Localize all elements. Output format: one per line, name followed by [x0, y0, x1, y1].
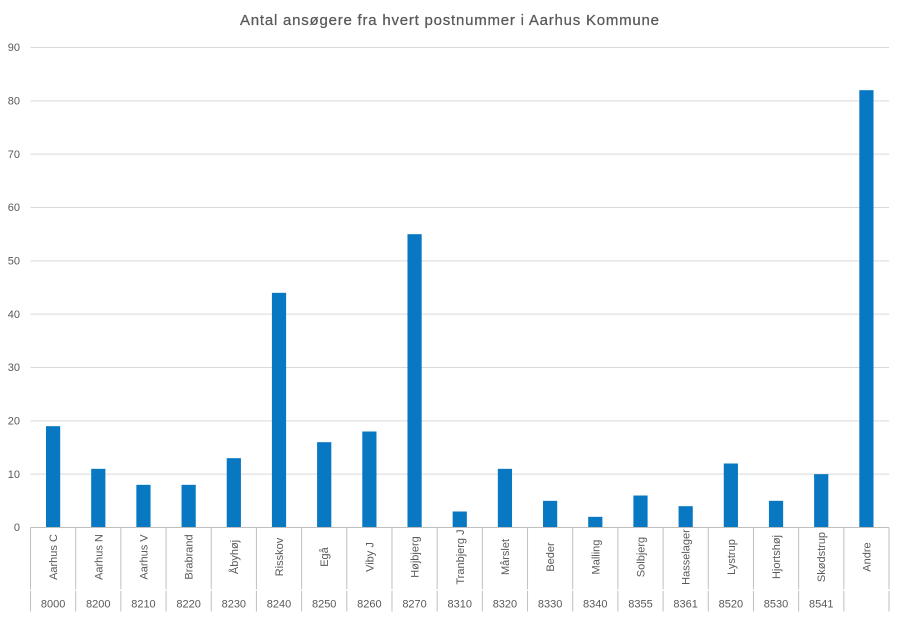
svg-text:Solbjerg: Solbjerg: [635, 537, 647, 577]
svg-text:20: 20: [8, 416, 20, 428]
svg-text:Tranbjerg J: Tranbjerg J: [455, 529, 467, 584]
svg-text:80: 80: [8, 96, 20, 108]
svg-text:8520: 8520: [719, 599, 743, 611]
svg-text:Hasselager: Hasselager: [681, 529, 693, 585]
svg-text:Hjortshøj: Hjortshøj: [771, 535, 783, 579]
svg-text:30: 30: [8, 362, 20, 374]
svg-text:40: 40: [8, 309, 20, 321]
svg-text:Lystrup: Lystrup: [726, 539, 738, 575]
svg-text:8355: 8355: [628, 599, 652, 611]
svg-text:8000: 8000: [41, 599, 65, 611]
svg-text:60: 60: [8, 202, 20, 214]
svg-text:8530: 8530: [764, 599, 788, 611]
svg-text:8541: 8541: [809, 599, 833, 611]
svg-text:8240: 8240: [267, 599, 291, 611]
svg-text:8270: 8270: [402, 599, 426, 611]
svg-text:Åbyhøj: Åbyhøj: [228, 540, 241, 574]
svg-text:8250: 8250: [312, 599, 336, 611]
svg-text:8361: 8361: [673, 599, 697, 611]
svg-text:Viby J: Viby J: [364, 542, 376, 572]
svg-text:8200: 8200: [86, 599, 110, 611]
svg-text:50: 50: [8, 256, 20, 268]
svg-text:8230: 8230: [222, 599, 246, 611]
svg-text:70: 70: [8, 149, 20, 161]
svg-text:Beder: Beder: [545, 542, 557, 572]
svg-text:Aarhus V: Aarhus V: [138, 534, 150, 580]
svg-text:Brabrand: Brabrand: [184, 534, 196, 579]
svg-text:8210: 8210: [131, 599, 155, 611]
svg-text:8260: 8260: [357, 599, 381, 611]
svg-text:Aarhus C: Aarhus C: [48, 534, 60, 580]
svg-text:0: 0: [14, 522, 20, 534]
svg-text:8310: 8310: [448, 599, 472, 611]
svg-text:8320: 8320: [493, 599, 517, 611]
svg-text:8340: 8340: [583, 599, 607, 611]
svg-text:8220: 8220: [176, 599, 200, 611]
svg-text:Skødstrup: Skødstrup: [816, 532, 828, 582]
svg-text:90: 90: [8, 42, 20, 54]
svg-text:Mårslet: Mårslet: [500, 539, 512, 575]
svg-text:8330: 8330: [538, 599, 562, 611]
svg-text:Egå: Egå: [319, 546, 331, 566]
svg-text:Andre: Andre: [861, 542, 873, 571]
svg-text:Aarhus N: Aarhus N: [93, 534, 105, 580]
svg-text:Malling: Malling: [590, 540, 602, 575]
svg-text:Risskov: Risskov: [274, 537, 286, 576]
svg-text:Højbjerg: Højbjerg: [410, 536, 422, 578]
svg-text:Antal ansøgere fra hvert postn: Antal ansøgere fra hvert postnummer i Aa…: [240, 12, 659, 29]
svg-text:10: 10: [8, 469, 20, 481]
